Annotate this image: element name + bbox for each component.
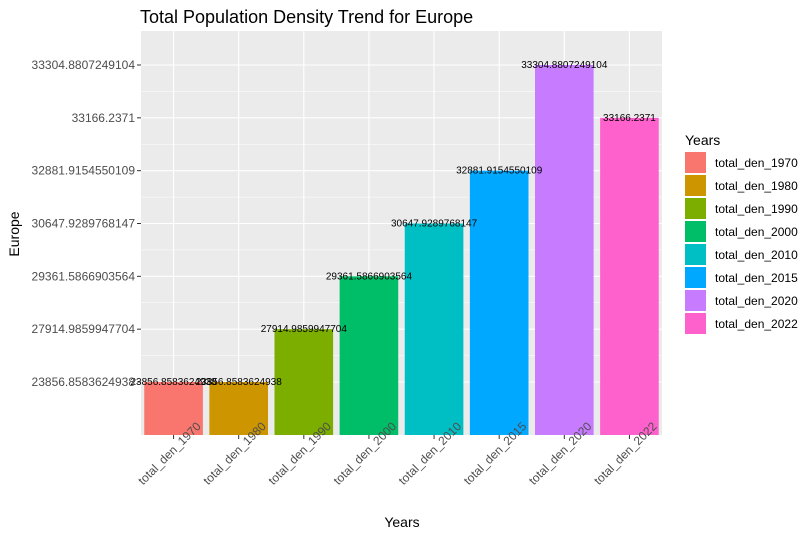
legend-label: total_den_1970 [715,156,798,170]
legend-label: total_den_2010 [715,248,798,262]
bar-value-label: 23856.8583624938 [130,377,217,388]
y-tick-label: 32881.9154550109 [32,164,136,178]
bar-total_den_1990 [274,329,334,435]
bar-value-label: 33166.2371 [603,113,656,124]
y-axis-title: Europe [6,211,22,256]
bar-total_den_1970 [144,382,203,435]
legend-swatch [685,313,706,334]
bars [144,65,659,435]
legend-label: total_den_2000 [715,225,798,239]
legend-label: total_den_2020 [715,294,798,308]
bar-value-label: 23856.8583624938 [196,377,283,388]
y-tick-label: 30647.9289768147 [32,217,136,231]
x-axis-title: Years [384,514,419,530]
legend-label: total_den_2022 [715,317,798,331]
legend-swatch [685,244,706,265]
legend-label: total_den_1990 [715,202,798,216]
bar-value-label: 29361.5866903564 [326,271,413,282]
legend-swatch [685,267,706,288]
bar-total_den_2000 [339,276,399,435]
bar-total_den_2020 [535,65,594,435]
bar-total_den_2010 [404,223,464,435]
bar-total_den_2015 [469,170,529,435]
legend-swatch [685,175,706,196]
legend-title: Years [685,132,720,148]
y-tick-label: 29361.5866903564 [32,269,136,283]
legend: Years total_den_1970 total_den_1980 total_… [685,132,798,334]
bar-total_den_1980 [209,382,268,435]
y-tick-label: 33166.2371 [72,111,136,125]
legend-label: total_den_1980 [715,179,798,193]
bar-value-label: 30647.9289768147 [391,219,478,230]
legend-swatch [685,290,706,311]
chart-title: Total Population Density Trend for Europ… [140,7,473,27]
legend-swatch [685,152,706,173]
bar-total_den_2022 [600,117,659,435]
y-axis: 23856.8583624938 27914.9859947704 29361.58… [32,58,141,389]
y-tick-label: 27914.9859947704 [32,322,136,336]
y-tick-label: 23856.8583624938 [32,375,136,389]
legend-swatch [685,221,706,242]
y-tick-label: 33304.8807249104 [32,58,136,72]
bar-value-label: 33304.8807249104 [521,60,608,71]
legend-swatch [685,198,706,219]
bar-value-label: 27914.9859947704 [261,324,348,335]
legend-label: total_den_2015 [715,271,798,285]
bar-value-label: 32881.9154550109 [456,166,543,177]
